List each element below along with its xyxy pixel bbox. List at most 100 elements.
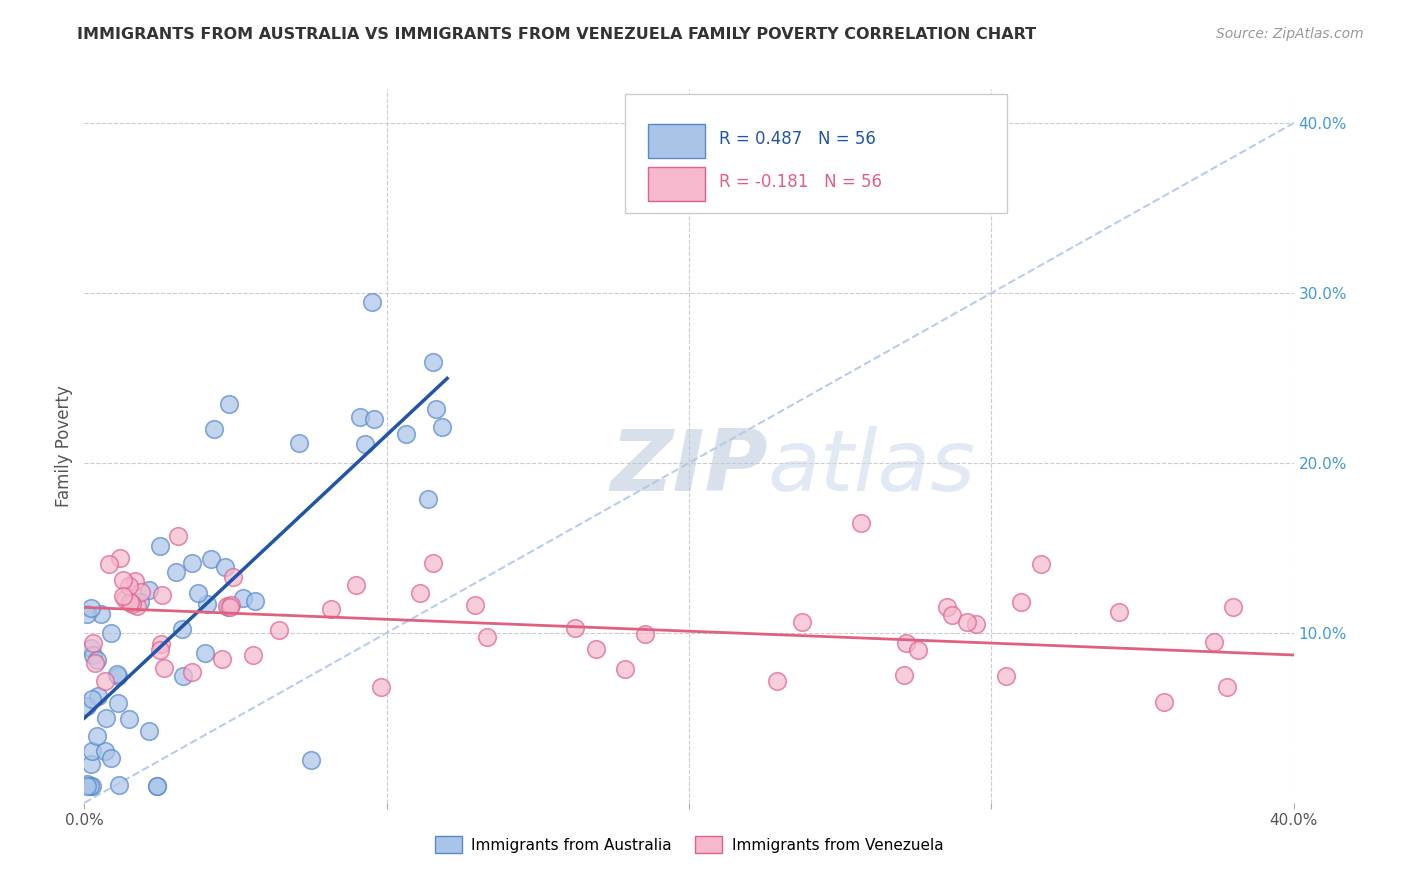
Point (766, 674, 789, 689)
Point (82, 636, 104, 650)
Text: Source: ZipAtlas.com: Source: ZipAtlas.com (1216, 27, 1364, 41)
Point (299, 753, 322, 767)
Point (219, 599, 242, 614)
Point (243, 594, 266, 608)
Point (129, 585, 152, 599)
Point (100, 750, 122, 764)
Point (267, 624, 290, 638)
Point (145, 779, 167, 793)
Point (80, 779, 103, 793)
Text: ZIP: ZIP (610, 425, 768, 509)
Point (217, 599, 239, 614)
Point (149, 643, 172, 657)
Point (79, 779, 101, 793)
Point (215, 599, 238, 614)
Point (118, 712, 141, 726)
Point (129, 595, 152, 609)
Point (893, 668, 915, 682)
Point (150, 588, 173, 602)
Text: atlas: atlas (768, 425, 976, 509)
Point (148, 539, 170, 553)
Point (79, 756, 101, 771)
Point (222, 569, 245, 583)
Point (409, 586, 432, 600)
Point (76, 698, 98, 713)
Point (100, 626, 122, 640)
Point (96, 711, 118, 725)
Point (360, 294, 382, 309)
Point (464, 598, 486, 612)
Point (1215, 680, 1237, 694)
Text: IMMIGRANTS FROM AUSTRALIA VS IMMIGRANTS FROM VENEZUELA FAMILY POVERTY CORRELATIO: IMMIGRANTS FROM AUSTRALIA VS IMMIGRANTS … (77, 27, 1036, 42)
Point (150, 637, 173, 651)
Point (90, 607, 112, 622)
Point (395, 427, 418, 442)
Point (127, 599, 149, 614)
Point (564, 622, 586, 636)
Point (613, 661, 636, 675)
FancyBboxPatch shape (648, 124, 704, 158)
Point (79, 640, 101, 655)
Point (107, 778, 129, 792)
Point (105, 667, 128, 681)
Point (94, 744, 117, 758)
Point (849, 516, 872, 530)
Point (118, 594, 141, 608)
Point (1222, 600, 1244, 615)
Point (86, 689, 108, 703)
Point (634, 627, 657, 641)
Point (416, 491, 439, 506)
Point (1202, 634, 1225, 648)
Point (180, 665, 202, 680)
Point (425, 401, 447, 416)
Point (153, 661, 176, 675)
Point (82, 692, 104, 706)
Point (80, 601, 103, 615)
Point (76, 779, 98, 793)
Point (211, 651, 233, 665)
Point (1153, 695, 1175, 709)
Point (907, 643, 929, 657)
Point (965, 617, 987, 632)
Point (218, 396, 240, 410)
Point (363, 412, 385, 426)
Point (585, 641, 607, 656)
Point (370, 680, 392, 694)
Point (97, 557, 120, 571)
Point (146, 779, 169, 793)
Point (288, 436, 311, 450)
FancyBboxPatch shape (648, 167, 704, 201)
Point (955, 615, 977, 629)
Point (138, 583, 160, 598)
Point (242, 648, 264, 662)
Point (112, 589, 135, 603)
Legend: Immigrants from Australia, Immigrants from Venezuela: Immigrants from Australia, Immigrants fr… (429, 830, 949, 859)
Point (121, 597, 143, 611)
Point (172, 669, 194, 683)
Point (894, 636, 917, 650)
Point (935, 599, 957, 614)
Point (195, 598, 218, 612)
FancyBboxPatch shape (624, 95, 1007, 212)
Point (475, 630, 498, 644)
Point (86, 653, 108, 667)
Point (124, 574, 146, 588)
Point (941, 608, 963, 623)
Point (170, 623, 193, 637)
Point (114, 592, 136, 607)
Point (110, 551, 132, 566)
Point (194, 646, 217, 660)
Point (1011, 595, 1033, 609)
Text: R = -0.181   N = 56: R = -0.181 N = 56 (720, 173, 882, 191)
Point (994, 668, 1017, 682)
Point (792, 615, 814, 630)
Point (118, 579, 141, 593)
Point (422, 355, 444, 369)
Point (86, 730, 108, 744)
Point (221, 598, 243, 612)
Point (344, 578, 367, 592)
Point (187, 585, 209, 599)
Point (166, 529, 188, 543)
Point (202, 422, 225, 436)
Point (138, 724, 160, 739)
